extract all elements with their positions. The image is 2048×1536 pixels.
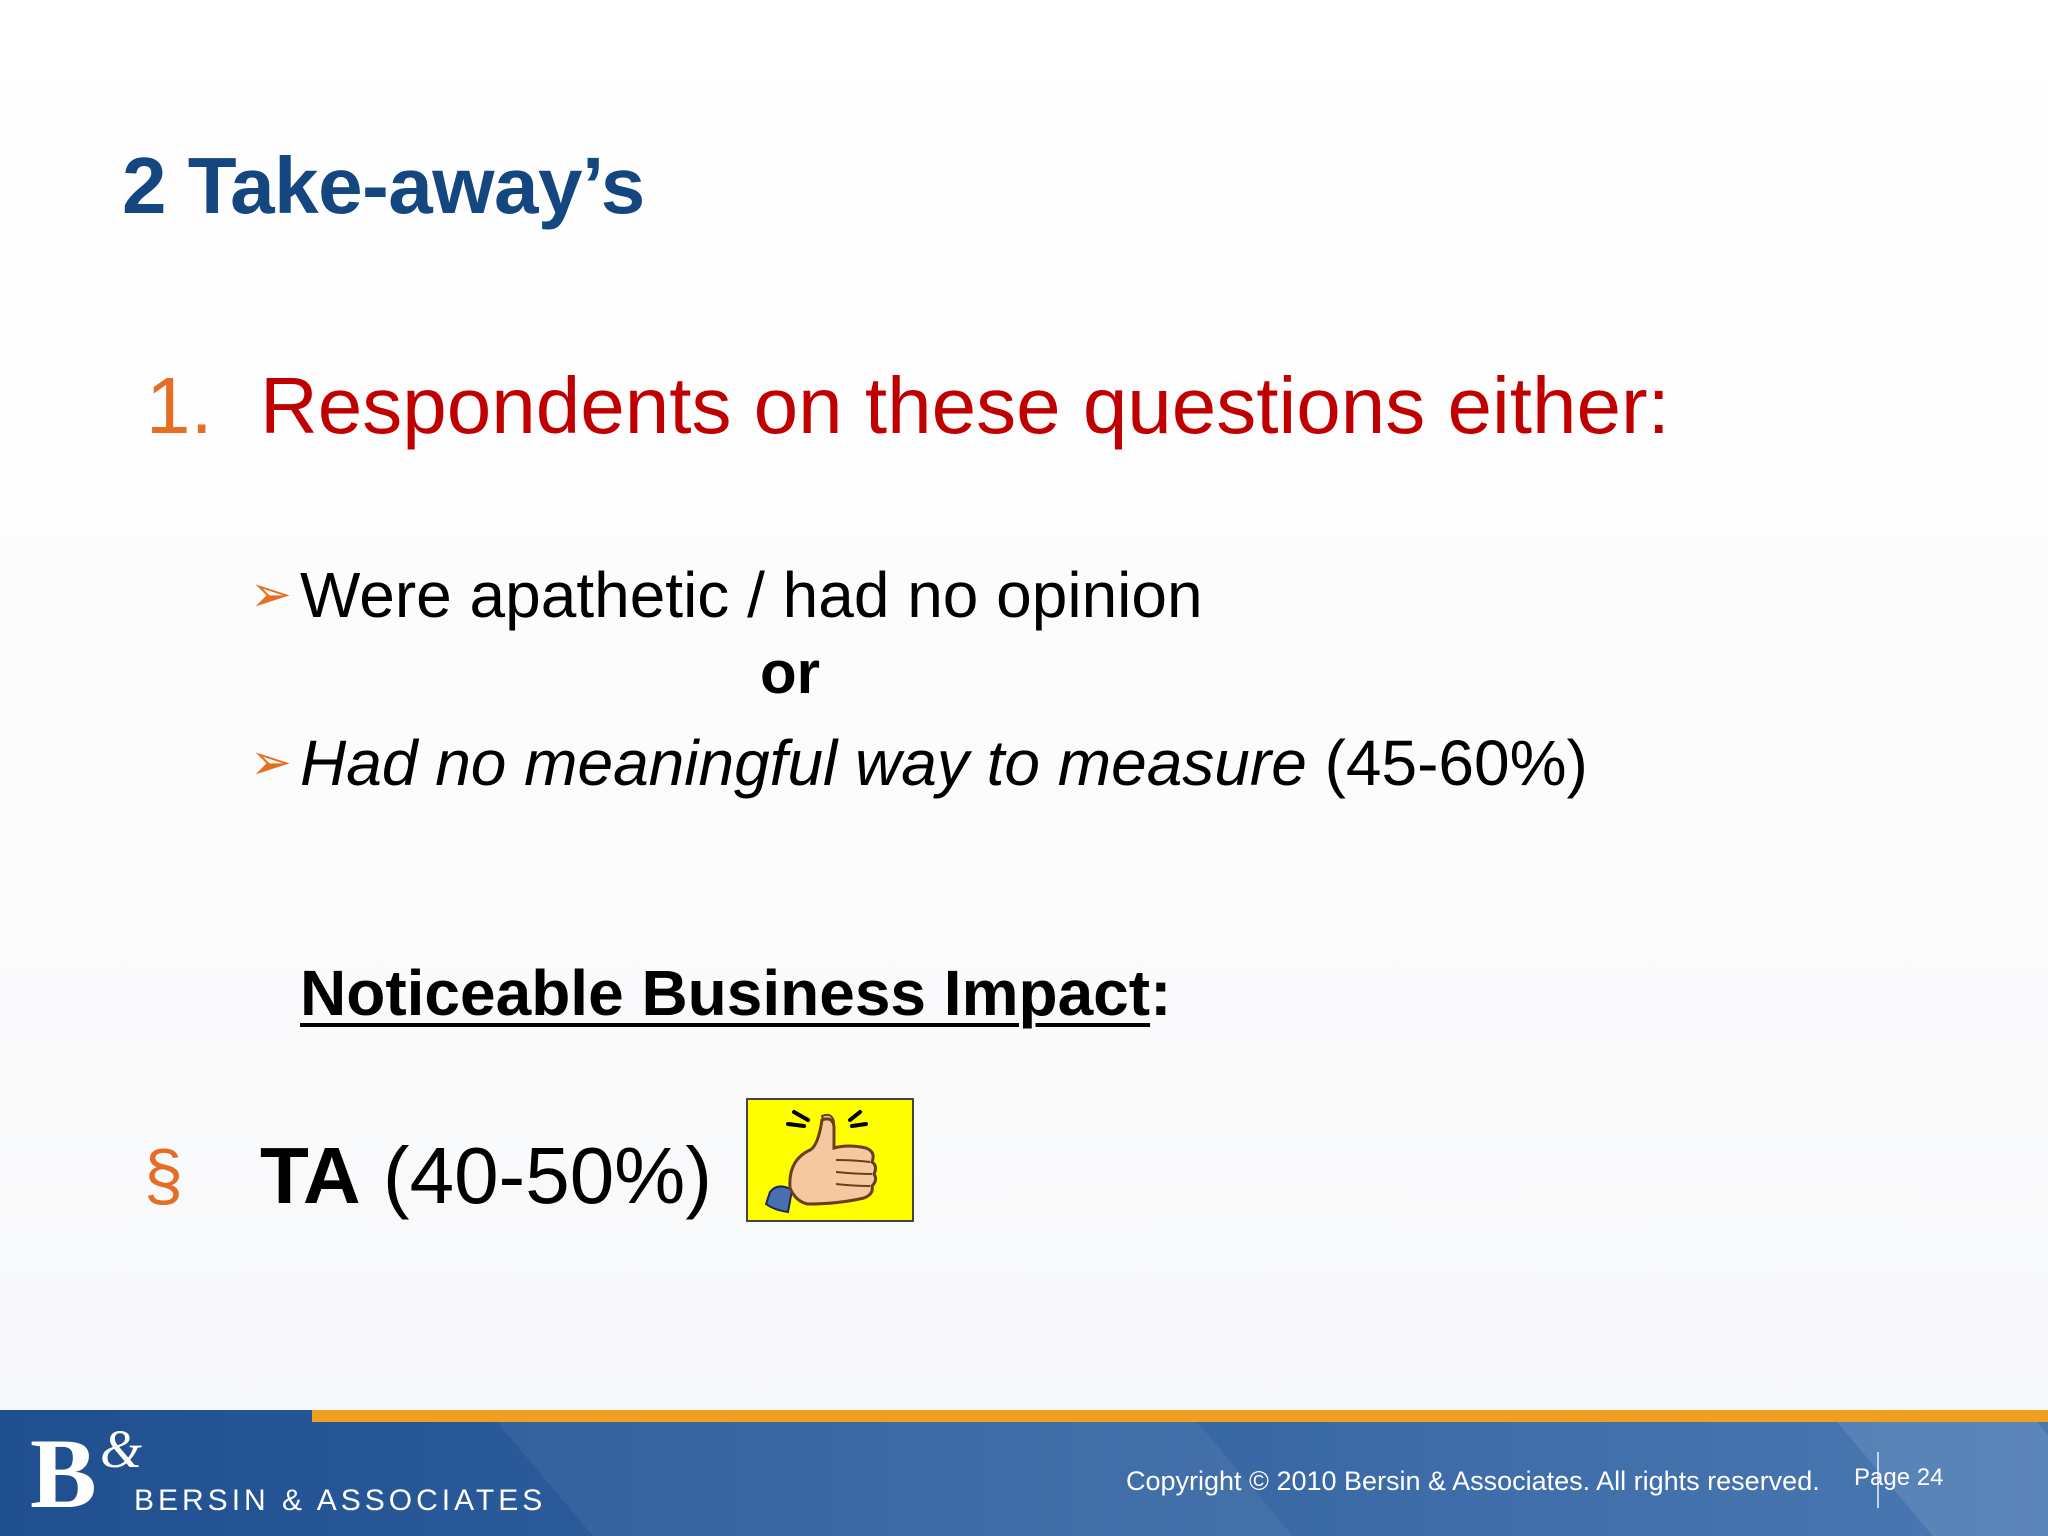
point-1: 1. Respondents on these questions either: [146, 360, 1670, 452]
logo-letter: B [30, 1418, 97, 1529]
thumbs-up-icon [746, 1098, 914, 1222]
impact-label: Noticeable Business Impact [300, 957, 1151, 1029]
bullet-no-measure-text: Had no meaningful way to measure [300, 727, 1307, 799]
point-1-text: Respondents on these questions either: [260, 361, 1670, 450]
logo-text: BERSIN & ASSOCIATES [134, 1484, 547, 1517]
ta-range: (40-50%) [360, 1131, 712, 1220]
copyright-text: Copyright © 2010 Bersin & Associates. Al… [1126, 1466, 1820, 1496]
ta-item: § TA (40-50%) [144, 1130, 712, 1222]
bullet-no-measure: ➢ Had no meaningful way to measure (45-60… [250, 726, 1588, 800]
impact-colon: : [1150, 957, 1172, 1029]
footer-bar [0, 1410, 2048, 1536]
arrow-bullet-icon: ➢ [250, 734, 292, 790]
ta-label: TA [260, 1131, 361, 1220]
footer-stripe [312, 1410, 2048, 1422]
point-1-number: 1. [146, 361, 213, 450]
page-number: Page 24 [1854, 1464, 1944, 1491]
connector-or: or [760, 639, 820, 706]
impact-heading: Noticeable Business Impact: [300, 956, 1171, 1030]
bullet-no-measure-range: (45-60%) [1306, 727, 1588, 799]
section-bullet-icon: § [144, 1136, 183, 1214]
bullet-apathetic: ➢ Were apathetic / had no opinion [250, 558, 1203, 632]
bullet-apathetic-text: Were apathetic / had no opinion [300, 559, 1203, 631]
arrow-bullet-icon: ➢ [250, 566, 292, 622]
footer-divider [1877, 1452, 1879, 1508]
logo-ampersand: & [100, 1419, 143, 1479]
slide-title: 2 Take-away’s [122, 141, 645, 230]
